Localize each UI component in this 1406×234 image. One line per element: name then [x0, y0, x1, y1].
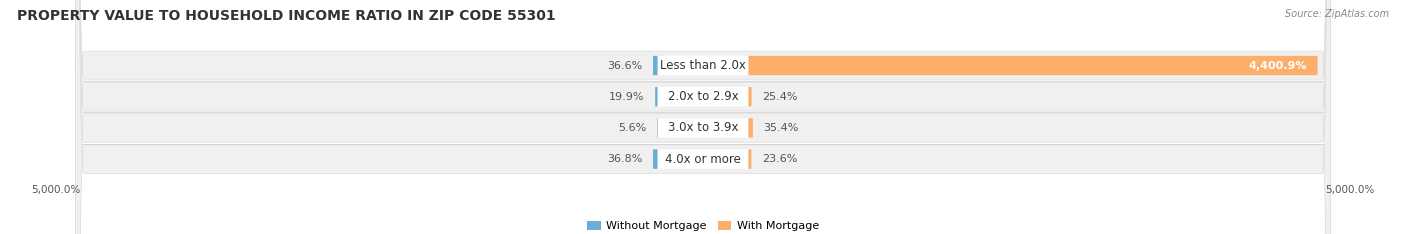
Text: 36.6%: 36.6%: [607, 61, 643, 70]
FancyBboxPatch shape: [748, 150, 751, 169]
Text: Source: ZipAtlas.com: Source: ZipAtlas.com: [1285, 9, 1389, 19]
Text: Less than 2.0x: Less than 2.0x: [659, 59, 747, 72]
Text: 4,400.9%: 4,400.9%: [1249, 61, 1308, 70]
Text: 36.8%: 36.8%: [607, 154, 643, 164]
Text: 23.6%: 23.6%: [762, 154, 797, 164]
Text: PROPERTY VALUE TO HOUSEHOLD INCOME RATIO IN ZIP CODE 55301: PROPERTY VALUE TO HOUSEHOLD INCOME RATIO…: [17, 9, 555, 23]
FancyBboxPatch shape: [658, 118, 748, 138]
Text: 19.9%: 19.9%: [609, 92, 645, 102]
FancyBboxPatch shape: [655, 87, 658, 106]
Text: 5.6%: 5.6%: [619, 123, 647, 133]
FancyBboxPatch shape: [652, 150, 658, 169]
Text: 25.4%: 25.4%: [762, 92, 797, 102]
Text: 2.0x to 2.9x: 2.0x to 2.9x: [668, 90, 738, 103]
FancyBboxPatch shape: [658, 87, 748, 106]
Text: 35.4%: 35.4%: [763, 123, 799, 133]
Text: 4.0x or more: 4.0x or more: [665, 153, 741, 166]
FancyBboxPatch shape: [76, 0, 1330, 234]
Legend: Without Mortgage, With Mortgage: Without Mortgage, With Mortgage: [582, 217, 824, 234]
FancyBboxPatch shape: [76, 0, 1330, 234]
FancyBboxPatch shape: [76, 0, 1330, 234]
FancyBboxPatch shape: [76, 0, 1330, 234]
FancyBboxPatch shape: [748, 118, 752, 138]
FancyBboxPatch shape: [748, 87, 752, 106]
FancyBboxPatch shape: [652, 56, 658, 75]
FancyBboxPatch shape: [748, 56, 1317, 75]
FancyBboxPatch shape: [658, 150, 748, 169]
FancyBboxPatch shape: [658, 56, 748, 75]
Text: 3.0x to 3.9x: 3.0x to 3.9x: [668, 121, 738, 134]
